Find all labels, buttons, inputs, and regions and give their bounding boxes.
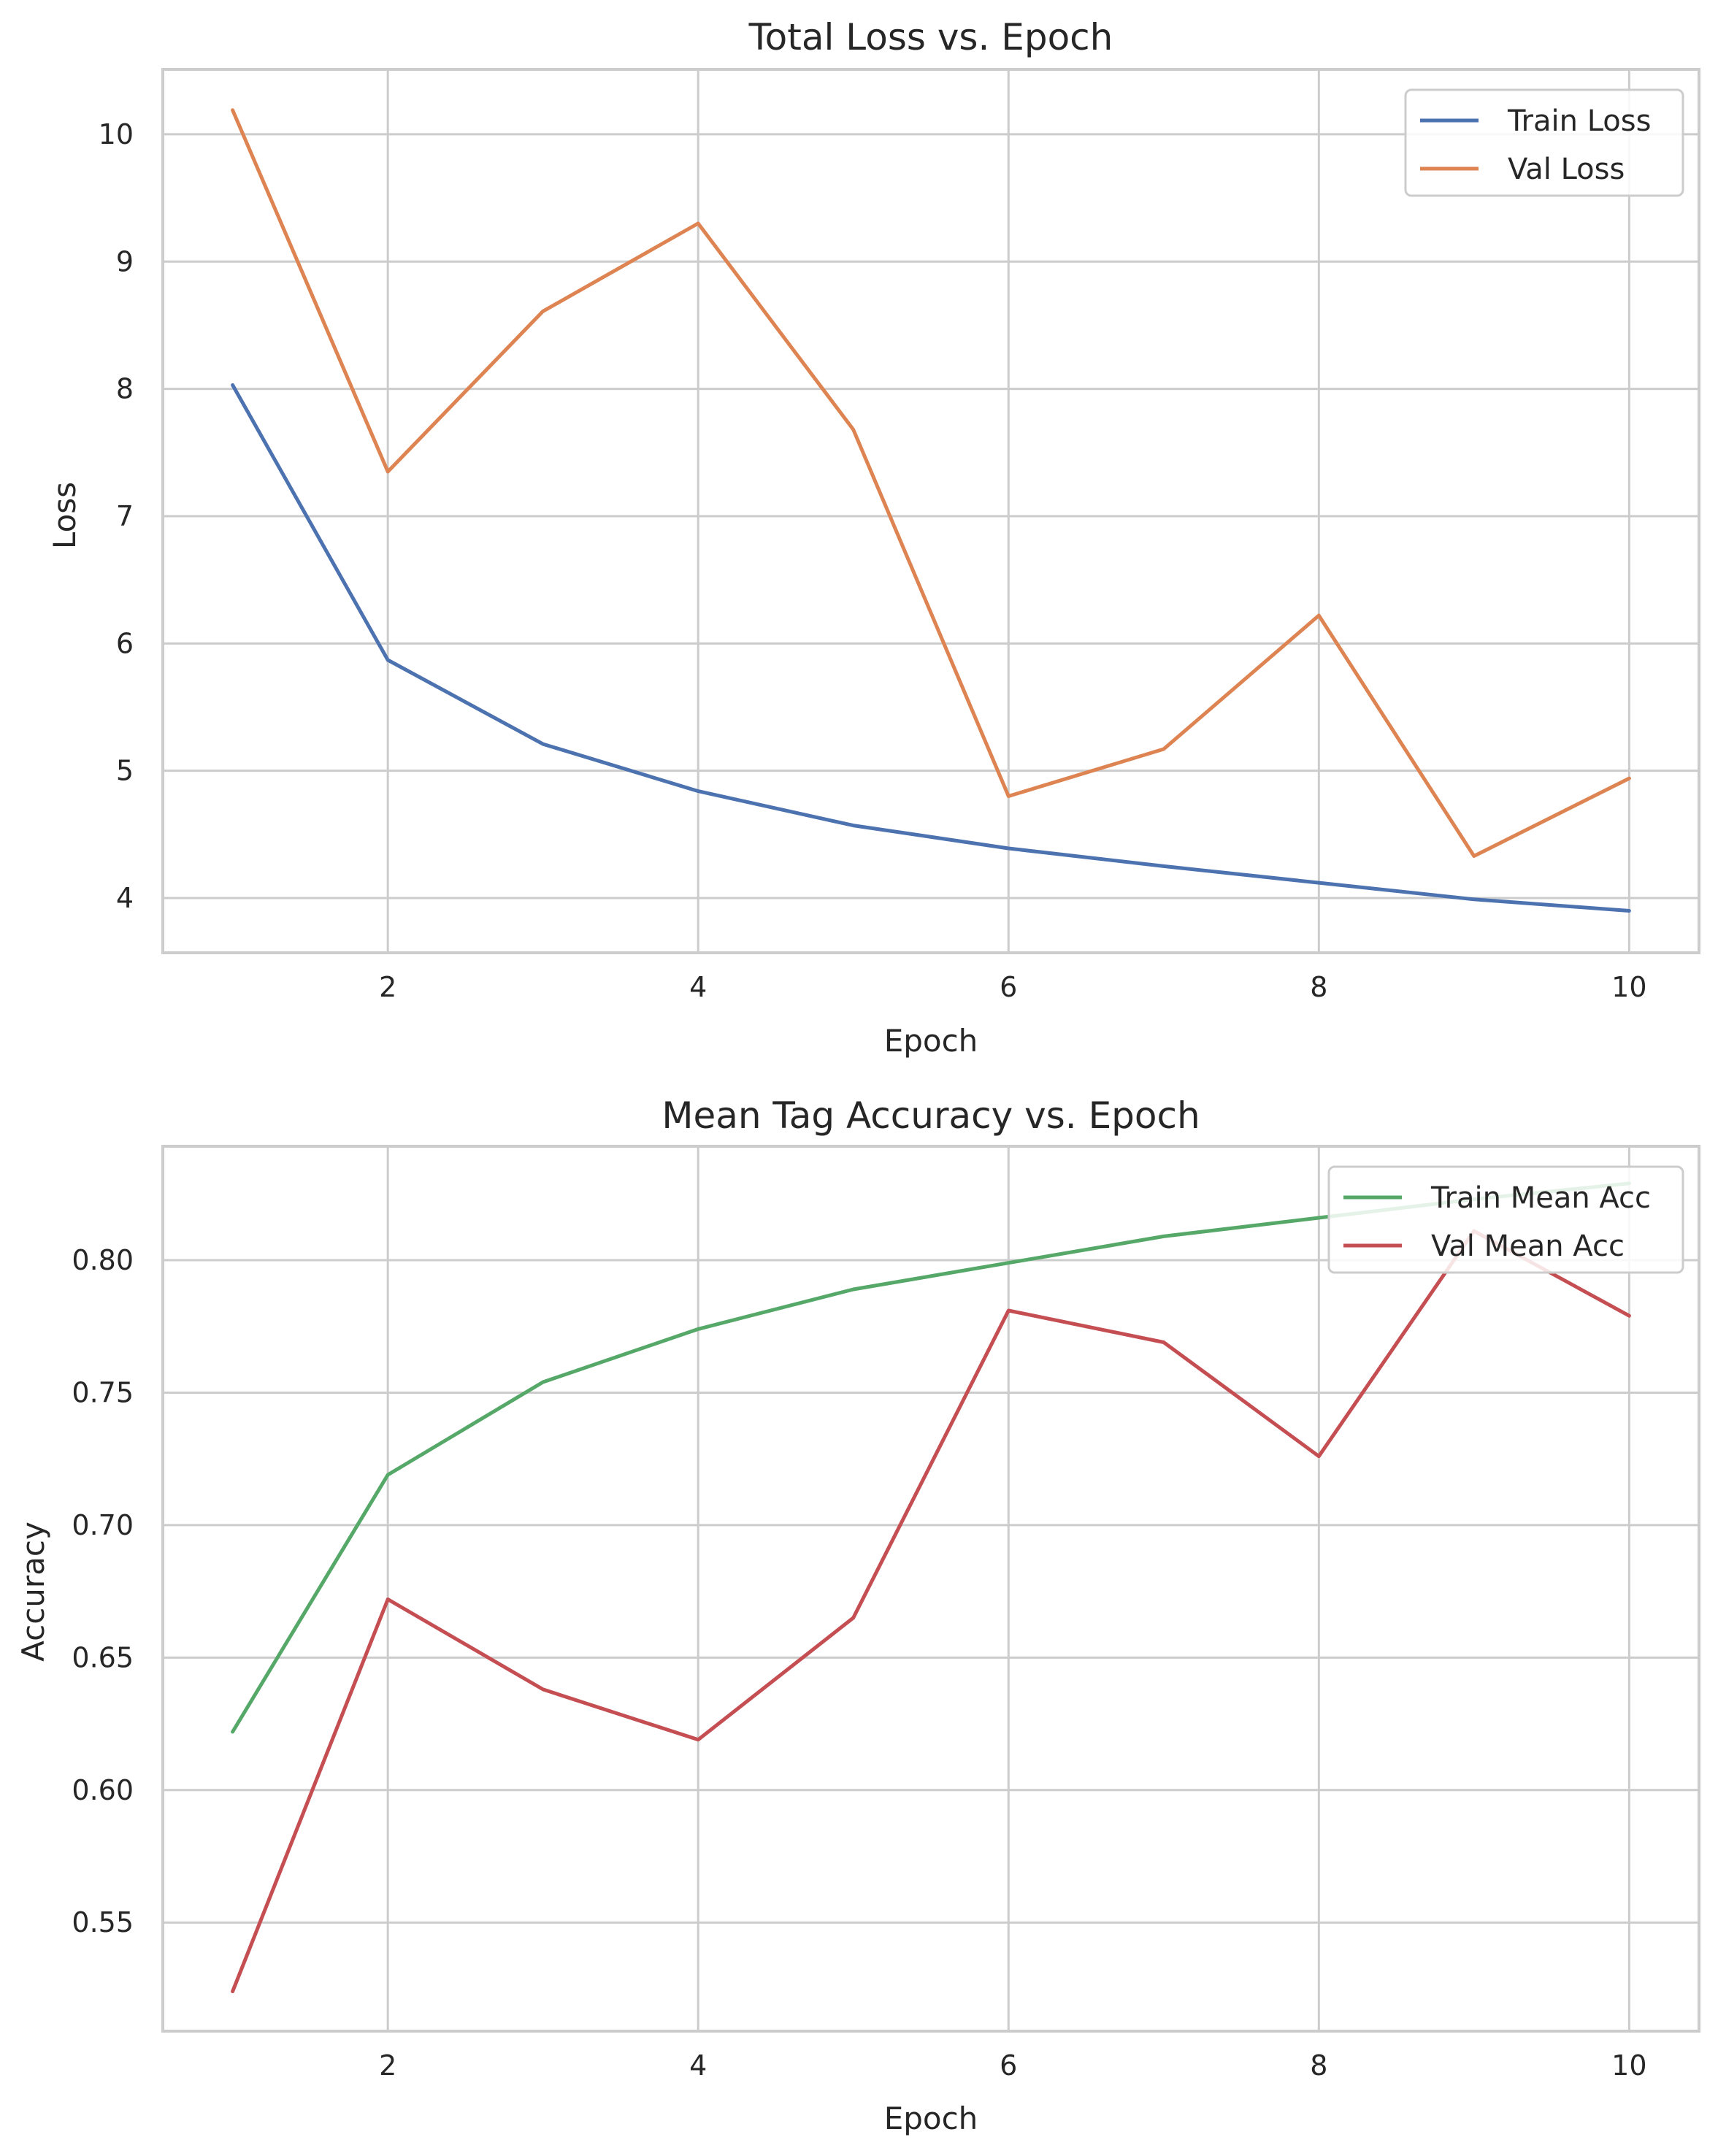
- loss-chart: Total Loss vs. Epoch Epoch Loss 2 4 6 8 10 4…: [47, 16, 1700, 1059]
- accuracy-chart: Mean Tag Accuracy vs. Epoch Epoch Accura…: [15, 1094, 1700, 2136]
- loss-chart-legend-train-loss-label: Train Loss: [1507, 104, 1651, 138]
- accuracy-chart-val-mean-acc-line: [231, 1229, 1631, 1994]
- loss-chart-legend: Train Loss Val Loss: [1404, 88, 1684, 197]
- loss-chart-x-tick-label: 8: [1310, 971, 1327, 1003]
- accuracy-chart-legend-train-mean-acc-label: Train Mean Acc: [1430, 1181, 1651, 1215]
- accuracy-chart-x-tick-label: 2: [379, 2049, 396, 2082]
- accuracy-chart-legend: Train Mean Acc Val Mean Acc: [1327, 1165, 1684, 1274]
- loss-chart-y-tick-label: 6: [116, 627, 134, 659]
- accuracy-chart-y-tick-label: 0.75: [72, 1376, 134, 1408]
- loss-chart-y-tick-label: 7: [116, 500, 134, 532]
- loss-chart-y-tick-label: 9: [116, 245, 134, 277]
- loss-chart-legend-val-loss-label: Val Loss: [1508, 153, 1625, 186]
- loss-chart-x-tick-label: 2: [379, 971, 396, 1003]
- loss-chart-val-loss-line: [231, 108, 1631, 858]
- loss-chart-y-tick-label: 4: [116, 882, 134, 914]
- accuracy-chart-legend-frame: [1327, 1165, 1684, 1274]
- accuracy-chart-x-axis-label: Epoch: [884, 2101, 978, 2136]
- loss-chart-x-tick-label: 4: [689, 971, 707, 1003]
- loss-chart-y-axis-label: Loss: [47, 482, 83, 549]
- loss-chart-y-tick-label: 10: [99, 118, 134, 150]
- accuracy-chart-x-tick-label: 4: [689, 2049, 707, 2082]
- loss-chart-train-loss-line: [231, 383, 1631, 913]
- accuracy-chart-frame: [161, 1145, 1700, 2033]
- loss-chart-x-ticks: 2 4 6 8 10: [379, 971, 1646, 1003]
- accuracy-chart-y-tick-label: 0.55: [72, 1906, 134, 1938]
- accuracy-chart-y-ticks: 0.55 0.60 0.65 0.70 0.75 0.80: [72, 1244, 134, 1938]
- loss-chart-lines: [231, 108, 1631, 913]
- accuracy-chart-x-tick-label: 8: [1310, 2049, 1327, 2082]
- loss-chart-grid: [163, 69, 1699, 953]
- accuracy-chart-y-tick-label: 0.65: [72, 1641, 134, 1673]
- loss-chart-frame: [161, 68, 1700, 954]
- loss-chart-y-ticks: 4 5 6 7 8 9 10: [99, 118, 134, 914]
- accuracy-chart-grid: [163, 1146, 1699, 2031]
- loss-chart-x-tick-label: 6: [1000, 971, 1017, 1003]
- loss-chart-x-axis-label: Epoch: [884, 1023, 978, 1059]
- loss-chart-x-tick-label: 10: [1611, 971, 1646, 1003]
- accuracy-chart-y-tick-label: 0.80: [72, 1244, 134, 1276]
- accuracy-chart-y-tick-label: 0.70: [72, 1509, 134, 1541]
- accuracy-chart-legend-val-mean-acc-label: Val Mean Acc: [1431, 1229, 1625, 1263]
- accuracy-chart-y-tick-label: 0.60: [72, 1774, 134, 1806]
- loss-chart-y-tick-label: 8: [116, 373, 134, 405]
- accuracy-chart-title: Mean Tag Accuracy vs. Epoch: [661, 1094, 1200, 1137]
- loss-chart-title: Total Loss vs. Epoch: [748, 16, 1113, 58]
- accuracy-chart-y-axis-label: Accuracy: [15, 1522, 51, 1662]
- accuracy-chart-x-tick-label: 6: [1000, 2049, 1017, 2082]
- accuracy-chart-x-tick-label: 10: [1611, 2049, 1646, 2082]
- loss-chart-y-tick-label: 5: [116, 755, 134, 787]
- accuracy-chart-x-ticks: 2 4 6 8 10: [379, 2049, 1646, 2082]
